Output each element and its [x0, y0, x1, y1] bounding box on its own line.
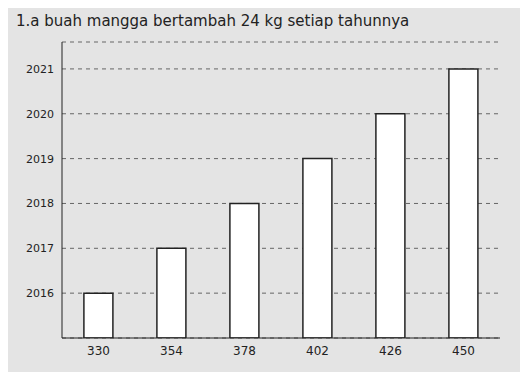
svg-text:2019: 2019 [26, 153, 54, 166]
html-text:1.a buah mangga bertambah 24 k: 1.a buah mangga bertambah 24 kg setiap t… [16, 12, 410, 30]
svg-text:402: 402 [306, 344, 329, 358]
svg-text:2016: 2016 [26, 287, 54, 300]
svg-text:354: 354 [160, 344, 183, 358]
svg-text:450: 450 [452, 344, 475, 358]
svg-text:330: 330 [87, 344, 110, 358]
svg-text:2020: 2020 [26, 108, 54, 121]
svg-text:378: 378 [233, 344, 256, 358]
svg-text:426: 426 [379, 344, 402, 358]
svg-text:2021: 2021 [26, 63, 54, 76]
svg-text:2018: 2018 [26, 197, 54, 210]
svg-text:2017: 2017 [26, 242, 54, 255]
